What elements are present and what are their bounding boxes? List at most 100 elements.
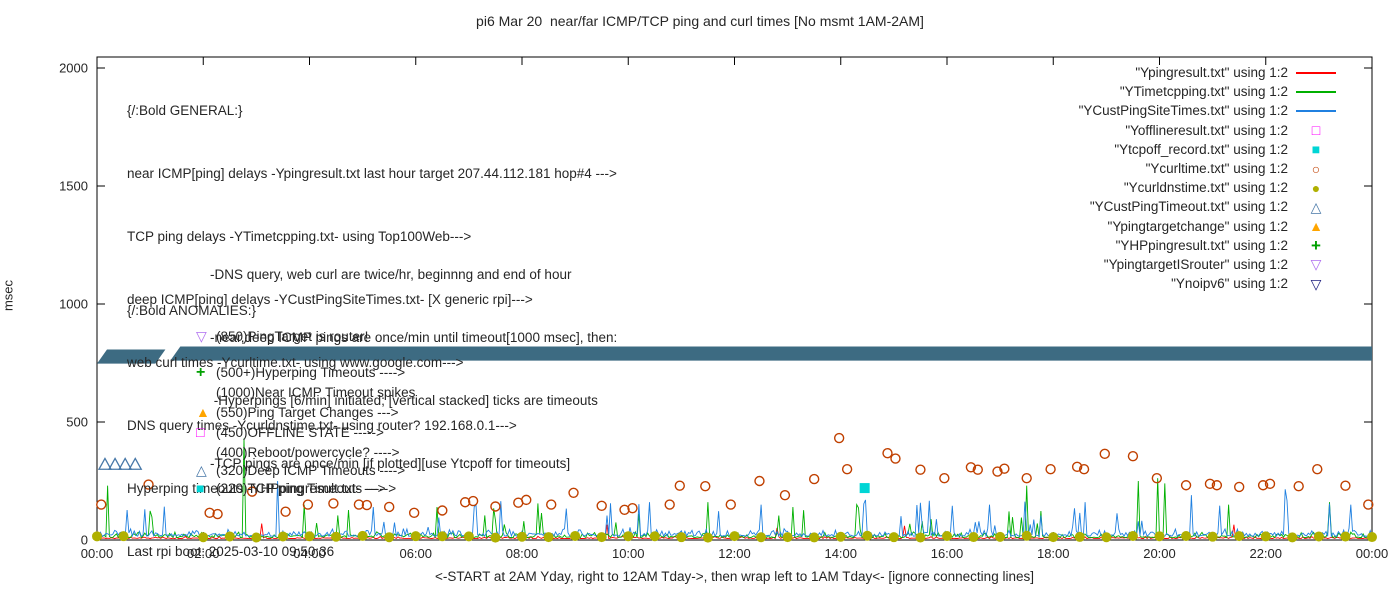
triangle-filled-icon: ▲ [1309, 218, 1323, 235]
x-tick-label: 00:00 [1356, 546, 1389, 561]
legend-label: "Ytcpoff_record.txt" using 1:2 [1114, 141, 1288, 157]
triangle-filled-icon: ▲ [196, 404, 210, 420]
annotation-line: Hyperping timeouts -YHPpingresult.txt- -… [127, 481, 386, 496]
scatter-Ycurldnstime [92, 530, 1377, 543]
x-tick-label: 14:00 [824, 546, 857, 561]
x-tick-label: 10:00 [612, 546, 645, 561]
legend-item: "Yofflineresult.txt" using 1:2 □ [1079, 121, 1340, 140]
legend-line-sample [1296, 90, 1336, 93]
x-axis-label: <-START at 2AM Yday, right to 12AM Tday-… [435, 569, 1034, 584]
y-tick-label: 500 [66, 415, 88, 430]
anomaly-line: ▲ (550)Ping Target Changes ---> [196, 405, 398, 420]
x-tick-label: 16:00 [931, 546, 964, 561]
anomaly-text: (220)TCP ping Timeouts -----> [216, 481, 397, 496]
anomaly-line: △ (320)Deep ICMP Timeouts ----> [196, 463, 405, 478]
anomaly-line: (400)Reboot/powercycle? ----> [196, 445, 399, 460]
legend-sample: △ [1292, 200, 1340, 214]
square-filled-icon: ■ [196, 480, 205, 496]
legend-sample [1292, 71, 1340, 74]
anomaly-text: (400)Reboot/powercycle? ----> [216, 445, 400, 460]
legend-line-sample [1296, 109, 1336, 112]
legend-sample: + [1292, 237, 1340, 254]
x-tick-label: 08:00 [506, 546, 539, 561]
legend-item: "YCustPingTimeout.txt" using 1:2 △ [1079, 197, 1340, 216]
x-tick-label: 06:00 [399, 546, 432, 561]
triangle-open-icon: △ [1310, 198, 1322, 215]
legend-label: "Ycurldnstime.txt" using 1:2 [1123, 180, 1288, 196]
legend-item: "Ypingresult.txt" using 1:2 [1079, 63, 1340, 82]
legend-sample: ▲ [1292, 219, 1340, 233]
annotation-line: Last rpi boot: 2025-03-10 09:50:36 [127, 544, 335, 559]
square-open-icon: □ [1311, 122, 1321, 139]
legend-sample [1292, 109, 1340, 112]
annotation-line: {/:Bold GENERAL:} [127, 103, 243, 118]
anomaly-line: ■ (220)TCP ping Timeouts -----> [196, 481, 396, 496]
legend-label: "Ypingresult.txt" using 1:2 [1135, 65, 1288, 81]
legend-label: "Ynoipv6" using 1:2 [1171, 276, 1288, 292]
legend-item: "Ynoipv6" using 1:2 ▽ [1079, 274, 1340, 293]
annotation-line: -TCP pings are once/min [if plotted][use… [210, 456, 571, 471]
legend-sample: □ [1292, 123, 1340, 137]
legend-label: "YHPpingresult.txt" using 1:2 [1115, 237, 1288, 253]
legend-label: "Ypingtargetchange" using 1:2 [1107, 218, 1288, 234]
anomaly-line: □ (450)OFFLINE STATE -----> [196, 425, 384, 440]
triangle-down-open-icon: ▽ [196, 328, 207, 344]
legend-item: "YTimetcpping.txt" using 1:2 [1079, 82, 1340, 101]
plus-icon: + [1311, 235, 1321, 255]
square-filled-icon: ■ [1311, 141, 1321, 158]
scatter-Ytcpoff_record [859, 483, 870, 494]
legend-item: "YHPpingresult.txt" using 1:2 + [1079, 236, 1340, 255]
legend-sample [1292, 90, 1340, 93]
anomaly-line: (1000)Near ICMP Timeout spikes [196, 385, 415, 400]
anomaly-text: (1000)Near ICMP Timeout spikes [216, 385, 416, 400]
legend-sample: ▽ [1292, 277, 1340, 291]
circle-open-icon: ○ [1311, 160, 1321, 177]
scatter-YCustPingTimeout [97, 457, 143, 470]
annotation-line: -near,deep ICMP pings are once/min until… [210, 330, 618, 345]
x-tick-label: 22:00 [1249, 546, 1282, 561]
legend-item: "Ycurldnstime.txt" using 1:2 ● [1079, 178, 1340, 197]
anomaly-line: + (500+)Hyperping Timeouts ----> [196, 365, 405, 381]
anomaly-line: ▽ (850)PingTarget is router! [196, 329, 368, 344]
anomaly-text: (320)Deep ICMP Timeouts ----> [216, 463, 406, 478]
x-tick-label: 02:00 [187, 546, 220, 561]
triangle-down-open-icon: ▽ [1310, 275, 1322, 292]
x-tick-label: 12:00 [718, 546, 751, 561]
annotation-line: deep ICMP[ping] delays -YCustPingSiteTim… [127, 292, 533, 307]
annotation-line: -Hyperpings [6/min] initiated; [vertical… [210, 393, 598, 408]
general-annotations: {/:Bold GENERAL:} near ICMP[ping] delays… [127, 58, 617, 600]
plus-icon: + [196, 364, 206, 381]
legend-sample: ○ [1292, 162, 1340, 176]
square-open-icon: □ [196, 424, 205, 440]
y-tick-label: 1500 [59, 179, 88, 194]
annotation-line: -DNS query, web curl are twice/hr, begin… [210, 267, 572, 282]
legend-item: "Ypingtargetchange" using 1:2 ▲ [1079, 217, 1340, 236]
triangle-down-open-icon: ▽ [1310, 256, 1322, 273]
circle-filled-icon: ● [1311, 179, 1321, 196]
legend: "Ypingresult.txt" using 1:2 "YTimetcpping… [1079, 63, 1340, 293]
x-tick-label: 04:00 [293, 546, 326, 561]
legend-item: "Ycurltime.txt" using 1:2 ○ [1079, 159, 1340, 178]
annotation-line: near ICMP[ping] delays -Ypingresult.txt … [127, 166, 617, 181]
x-tick-label: 20:00 [1143, 546, 1176, 561]
legend-sample: ■ [1292, 142, 1340, 156]
no-measurement-band [97, 346, 1372, 364]
triangle-open-icon: △ [196, 462, 207, 478]
scatter-Ycurltime [96, 432, 1374, 520]
legend-sample: ▽ [1292, 257, 1340, 271]
schedule-annotations: -DNS query, web curl are twice/hr, begin… [210, 222, 617, 516]
legend-line-sample [1296, 71, 1336, 74]
legend-label: "YpingtargetISrouter" using 1:2 [1103, 256, 1288, 272]
axis-ticks: 00:00 02:00 04:00 06:00 08:00 10:00 12:00 14:00… [59, 57, 1388, 561]
chart-title: pi6 Mar 20 near/far ICMP/TCP ping and cu… [476, 13, 924, 29]
legend-sample: ● [1292, 181, 1340, 195]
legend-item: "Ytcpoff_record.txt" using 1:2 ■ [1079, 140, 1340, 159]
y-tick-label: 0 [81, 533, 88, 548]
legend-item: "YCustPingSiteTimes.txt" using 1:2 [1079, 101, 1340, 120]
legend-label: "Yofflineresult.txt" using 1:2 [1125, 122, 1288, 138]
anomaly-text: (500+)Hyperping Timeouts ----> [216, 365, 406, 380]
annotation-line: DNS query times -Ycurldnstime.txt- using… [127, 418, 517, 433]
